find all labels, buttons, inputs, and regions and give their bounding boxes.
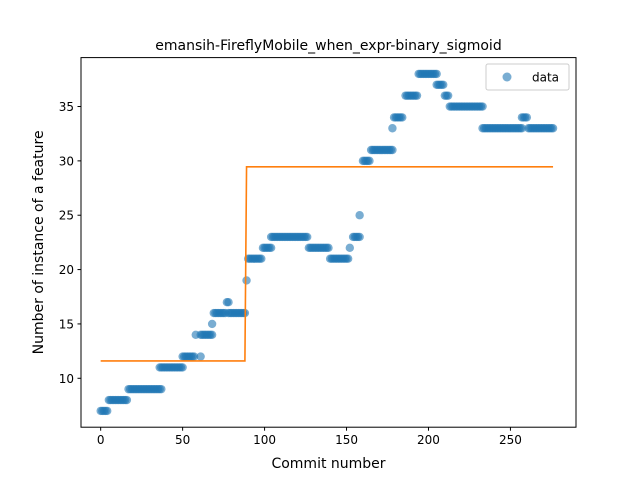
x-tick-label: 100 — [253, 433, 276, 447]
data-point — [365, 156, 374, 166]
fit-line-group — [100, 166, 554, 362]
data-point — [388, 124, 397, 133]
data-point — [355, 211, 364, 220]
data-point — [189, 352, 199, 361]
data-point — [548, 124, 558, 133]
data-point — [443, 91, 453, 100]
data-point — [196, 352, 205, 361]
x-tick-label: 150 — [335, 433, 358, 447]
y-tick-label: 15 — [59, 317, 74, 331]
data-point — [207, 330, 217, 339]
legend-label: data — [532, 71, 559, 85]
data-point — [207, 319, 217, 329]
x-axis-label: Commit number — [271, 456, 385, 472]
chart-title: emansih-FireflyMobile_when_expr-binary_s… — [155, 38, 501, 54]
axes-frame — [80, 57, 577, 428]
data-point — [412, 91, 422, 100]
legend: data — [485, 63, 570, 91]
data-point — [157, 384, 166, 394]
data-points — [96, 69, 558, 416]
data-point — [242, 276, 251, 285]
x-tick-label: 250 — [499, 433, 522, 447]
data-point — [355, 232, 364, 242]
data-point — [302, 232, 312, 242]
data-point — [178, 363, 187, 372]
data-point — [257, 254, 266, 263]
data-point — [324, 243, 333, 253]
y-tick-label: 25 — [59, 209, 74, 223]
fit-line — [100, 166, 554, 362]
data-point — [103, 406, 112, 416]
x-tick-label: 0 — [97, 433, 105, 447]
data-point — [224, 297, 233, 307]
data-point — [517, 124, 527, 133]
data-point — [122, 395, 132, 405]
legend-marker — [502, 72, 512, 82]
data-point — [432, 69, 441, 79]
data-point — [388, 145, 397, 155]
y-tick-label: 20 — [59, 263, 74, 277]
y-tick-label: 35 — [59, 100, 74, 114]
y-tick-label: 30 — [59, 154, 74, 168]
data-point — [345, 243, 355, 253]
data-point — [478, 102, 487, 111]
x-tick-label: 50 — [175, 433, 190, 447]
data-point — [343, 254, 353, 263]
legend-box — [485, 63, 570, 91]
data-point — [398, 113, 407, 122]
y-tick-label: 10 — [59, 372, 74, 386]
data-point — [439, 80, 448, 89]
axis-ticks: 0 50 100 150 200 250 10 15 20 25 30 35 — [59, 100, 522, 447]
x-tick-label: 200 — [417, 433, 440, 447]
y-axis-label: Number of instance of a feature — [31, 130, 47, 354]
data-point — [266, 243, 276, 253]
data-point — [522, 113, 532, 122]
